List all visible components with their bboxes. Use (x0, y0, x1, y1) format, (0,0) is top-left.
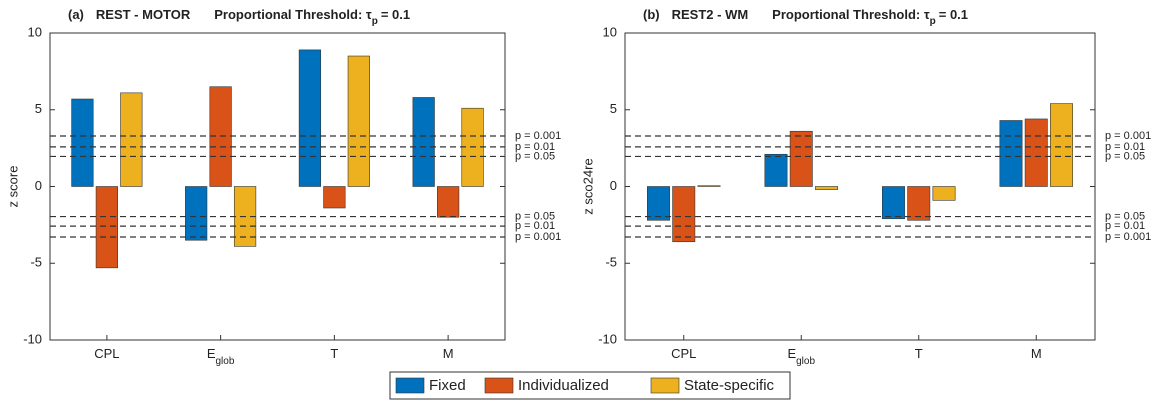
bar (789, 130, 813, 187)
bar (764, 153, 788, 187)
category-sub: glob (796, 356, 815, 367)
y-tick-label: 10 (603, 24, 617, 39)
bar (437, 186, 460, 218)
x-tick-label: T (915, 346, 923, 361)
y-tick-label: 5 (610, 101, 617, 116)
threshold-label: p = 0.05 (1105, 150, 1145, 162)
bar (672, 186, 696, 243)
y-tick-label: -5 (30, 255, 42, 270)
y-tick-label: 0 (35, 178, 42, 193)
threshold-sub: p (930, 16, 936, 27)
legend-swatch (484, 377, 514, 394)
bar (647, 186, 670, 221)
threshold-label: p = 0.01 (515, 220, 555, 232)
axes-box (49, 32, 506, 341)
category: T (330, 346, 338, 361)
x-tick-label: M (1031, 346, 1042, 361)
category: M (443, 346, 454, 361)
panel-label: (a) (68, 7, 84, 22)
x-tick-label: Eglob (787, 346, 815, 366)
category-sub: glob (216, 356, 235, 367)
y-tick-label: -5 (605, 255, 617, 270)
x-tick-label: CPL (94, 346, 119, 361)
threshold-value: = 0.1 (381, 7, 410, 22)
bar (209, 86, 232, 187)
bar (71, 98, 94, 187)
y-tick-label: 0 (610, 178, 617, 193)
bar (185, 186, 208, 241)
threshold-label: p = 0.01 (1105, 220, 1145, 232)
legend-label: State-specific (684, 377, 775, 394)
bar (347, 55, 370, 187)
bar (932, 186, 956, 201)
category: E (787, 346, 796, 361)
legend-label: Individualized (518, 377, 609, 394)
threshold-text: Proportional Threshold: τ (214, 7, 372, 22)
bar (882, 186, 905, 220)
threshold-label: p = 0.001 (515, 130, 561, 142)
panel-title: (b) REST2 - WM Proportional Threshold: τp =… (643, 7, 968, 26)
bar (298, 49, 322, 187)
bar (697, 185, 721, 187)
bar (1050, 103, 1073, 187)
threshold-label: p = 0.001 (1105, 130, 1151, 142)
bar (1024, 118, 1048, 187)
threshold-label: p = 0.05 (515, 150, 555, 162)
category: T (915, 346, 923, 361)
axes-box (624, 32, 1096, 341)
x-tick-label: M (443, 346, 454, 361)
bar (412, 97, 435, 187)
threshold-label: p = 0.001 (1105, 231, 1151, 243)
y-axis-label: z sco24re (580, 158, 595, 214)
panel-title: (a) REST - MOTOR Proportional Threshold: τ… (68, 7, 410, 26)
legend-swatch (650, 377, 680, 394)
category: CPL (671, 346, 696, 361)
y-tick-label: 10 (28, 24, 42, 39)
y-axis-label: z score (5, 166, 20, 208)
y-tick-label: 5 (35, 101, 42, 116)
threshold-value: = 0.1 (939, 7, 968, 22)
legend-label: Fixed (429, 377, 466, 394)
bar (907, 186, 931, 221)
x-tick-label: CPL (671, 346, 696, 361)
threshold-label: p = 0.001 (515, 231, 561, 243)
y-tick-label: -10 (23, 331, 42, 346)
category: CPL (94, 346, 119, 361)
category: E (207, 346, 216, 361)
x-tick-label: Eglob (207, 346, 235, 366)
panel-label: (b) (643, 7, 660, 22)
threshold-label: p = 0.05 (1105, 210, 1145, 222)
title-text: REST - MOTOR (96, 7, 191, 22)
title-text: REST2 - WM (672, 7, 749, 22)
bar (999, 120, 1023, 187)
x-tick-label: T (330, 346, 338, 361)
category: M (1031, 346, 1042, 361)
bar (323, 186, 346, 209)
y-tick-label: -10 (598, 331, 617, 346)
legend-box (389, 371, 791, 400)
threshold-label: p = 0.01 (515, 141, 555, 153)
bar (95, 186, 118, 269)
bar (120, 92, 143, 187)
bar (815, 186, 838, 190)
threshold-sub: p (372, 16, 378, 27)
threshold-label: p = 0.01 (1105, 141, 1145, 153)
threshold-text: Proportional Threshold: τ (772, 7, 930, 22)
legend-swatch (395, 377, 425, 394)
threshold-label: p = 0.05 (515, 210, 555, 222)
